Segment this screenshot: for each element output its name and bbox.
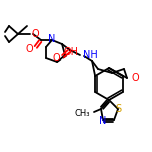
Text: N: N [48,34,56,44]
Text: NH: NH [83,50,98,60]
Text: O: O [25,44,33,54]
Text: CH₃: CH₃ [74,109,90,117]
Text: N: N [99,116,107,126]
Text: OH: OH [64,47,78,57]
Text: O: O [52,53,60,63]
Text: O: O [132,73,140,83]
Text: O: O [31,29,39,39]
Text: S: S [115,104,121,114]
